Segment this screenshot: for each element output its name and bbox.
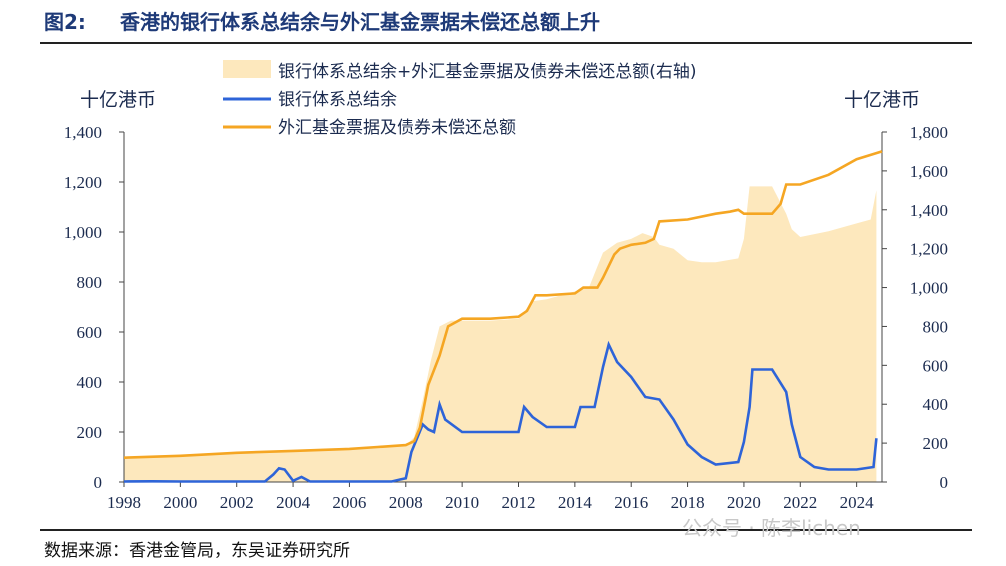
x-tick-label: 2010 — [445, 493, 479, 512]
source-note: 数据来源：香港金管局，东吴证券研究所 — [44, 541, 350, 561]
x-tick-label: 2000 — [163, 493, 197, 512]
x-tick-label: 1998 — [107, 493, 141, 512]
y-left-tick-label: 1,200 — [64, 173, 102, 192]
top-rule — [40, 42, 972, 44]
axes: 0 200 400 600 800 1,000 1,200 1,400 0 200 400 600 80… — [64, 123, 948, 512]
legend-swatch-area — [223, 60, 271, 78]
y-left-tick-label: 1,400 — [64, 123, 102, 142]
y-right-tick-label: 200 — [923, 434, 949, 453]
line-series-efb-outstanding — [123, 150, 883, 459]
line-series-bank-balance — [123, 340, 878, 483]
watermark: 公众号 · 陈李lichen — [682, 516, 861, 540]
x-tick-label: 2004 — [276, 493, 311, 512]
x-tick-label: 2018 — [671, 493, 705, 512]
y-left-tick-label: 0 — [94, 473, 103, 492]
x-tick-label: 2016 — [614, 493, 648, 512]
legend-label-area: 银行体系总结余+外汇基金票据及债券未偿还总额(右轴) — [278, 62, 697, 82]
y-left-tick-label: 600 — [77, 323, 103, 342]
y-right-tick-label: 1,000 — [910, 279, 948, 298]
x-tick-label: 2022 — [783, 493, 817, 512]
y-axis-left-label: 十亿港币 — [80, 89, 156, 111]
y-right-tick-label: 800 — [923, 317, 949, 336]
x-tick-label: 2014 — [558, 493, 593, 512]
x-tick-label: 2006 — [332, 493, 366, 512]
x-tick-label: 2020 — [727, 493, 761, 512]
y-left-tick-label: 400 — [77, 373, 103, 392]
y-right-tick-label: 0 — [940, 473, 949, 492]
bottom-rule — [40, 529, 972, 531]
y-left-tick-label: 200 — [77, 423, 103, 442]
area-series-total — [124, 186, 877, 482]
legend-label-blue: 银行体系总结余 — [278, 90, 397, 110]
y-left-tick-label: 800 — [77, 273, 103, 292]
x-tick-label: 2008 — [389, 493, 423, 512]
x-tick-label: 2002 — [220, 493, 254, 512]
y-right-tick-label: 1,200 — [910, 240, 948, 259]
x-tick-label: 2024 — [840, 493, 875, 512]
y-right-tick-label: 600 — [923, 356, 949, 375]
figure-number: 图2: — [44, 10, 86, 34]
x-tick-label: 2012 — [501, 493, 535, 512]
y-left-tick-label: 1,000 — [64, 223, 102, 242]
figure-title-text: 香港的银行体系总结余与外汇基金票据未偿还总额上升 — [120, 10, 600, 34]
y-right-tick-label: 1,400 — [910, 201, 948, 220]
legend-label-orange: 外汇基金票据及债券未偿还总额 — [278, 118, 516, 138]
legend: 银行体系总结余+外汇基金票据及债券未偿还总额(右轴) 银行体系总结余 外汇基金票… — [223, 60, 697, 138]
y-axis-right-label: 十亿港币 — [844, 89, 920, 111]
figure-title: 图2: 香港的银行体系总结余与外汇基金票据未偿还总额上升 — [44, 4, 600, 40]
y-right-tick-label: 400 — [923, 395, 949, 414]
y-right-tick-label: 1,600 — [910, 162, 948, 181]
y-right-tick-label: 1,800 — [910, 123, 948, 142]
